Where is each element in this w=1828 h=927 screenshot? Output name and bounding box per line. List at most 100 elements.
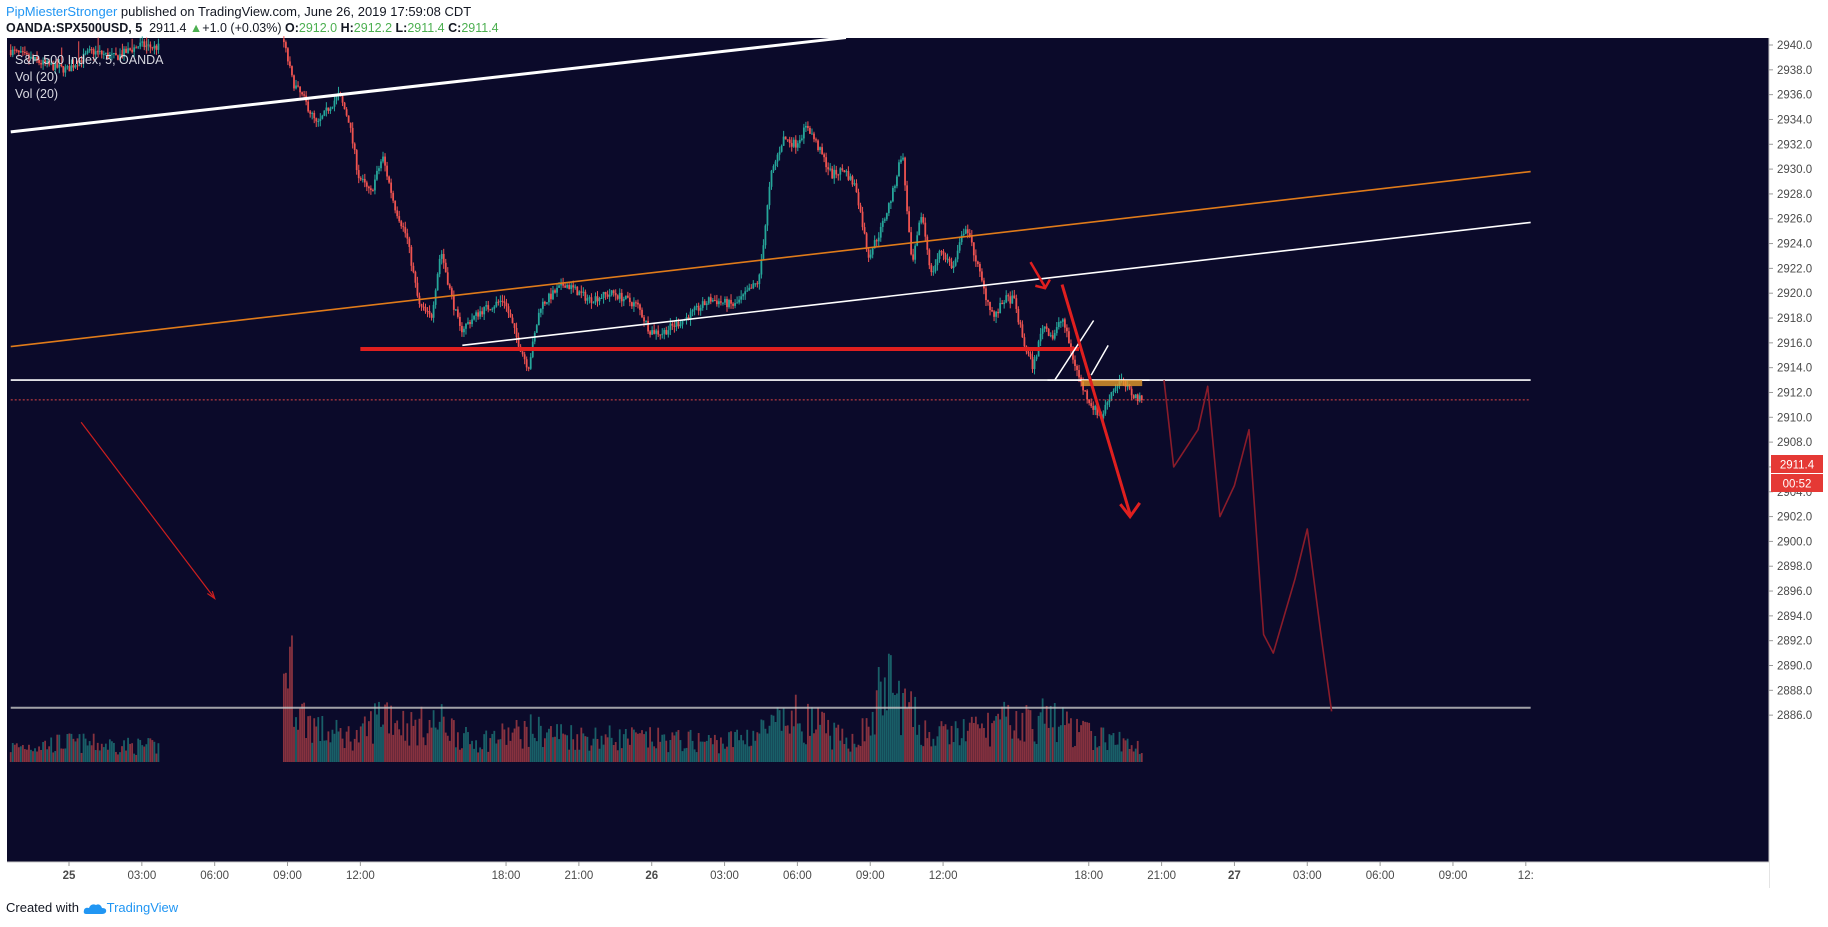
candle-body bbox=[717, 301, 720, 305]
candle-body bbox=[303, 94, 306, 96]
volume-bar bbox=[633, 729, 635, 762]
candle-body bbox=[291, 66, 293, 76]
volume-bar bbox=[529, 714, 532, 762]
volume-bar bbox=[811, 707, 813, 762]
volume-bar bbox=[76, 738, 79, 762]
author-link[interactable]: PipMiesterStronger bbox=[6, 4, 118, 19]
candle-body bbox=[877, 237, 880, 242]
candle-body bbox=[958, 242, 961, 251]
volume-bar bbox=[877, 667, 880, 762]
candle-body bbox=[572, 285, 575, 288]
legend-indicator-2[interactable]: Vol (20) bbox=[15, 87, 58, 101]
volume-bar bbox=[817, 707, 819, 762]
volume-bar bbox=[80, 752, 83, 762]
price-tick-label: 2908.0 bbox=[1777, 437, 1812, 449]
candle-body bbox=[786, 139, 789, 141]
time-axis-background bbox=[7, 862, 1769, 888]
volume-bar bbox=[675, 731, 678, 762]
orange-channel-line[interactable] bbox=[10, 170, 1531, 348]
volume-bar bbox=[23, 749, 26, 762]
price-tick-label: 2900.0 bbox=[1777, 536, 1812, 548]
candle-body bbox=[327, 107, 330, 111]
candle-body bbox=[752, 283, 755, 289]
volume-bar bbox=[321, 715, 324, 762]
volume-bar bbox=[62, 748, 65, 762]
volume-bar bbox=[1126, 738, 1129, 762]
candle-body bbox=[906, 185, 908, 212]
lower-channel-white-line[interactable] bbox=[462, 221, 1531, 347]
volume-bar bbox=[861, 718, 864, 762]
candle-body bbox=[137, 46, 140, 48]
candle-body bbox=[985, 288, 987, 301]
candle-body bbox=[301, 92, 303, 95]
candle-body bbox=[1033, 359, 1036, 370]
candle-body bbox=[600, 298, 603, 300]
price-tick-label: 2938.0 bbox=[1777, 65, 1812, 77]
candle-body bbox=[15, 50, 18, 52]
volume-bar bbox=[851, 733, 854, 762]
candle-body bbox=[918, 222, 921, 236]
annotation-arrows[interactable] bbox=[80, 261, 1333, 712]
candle-body bbox=[1011, 295, 1014, 304]
candle-body bbox=[657, 330, 660, 335]
volume-bar bbox=[88, 741, 91, 762]
volume-bar bbox=[600, 735, 603, 762]
volume-bar bbox=[331, 729, 334, 762]
candle-body bbox=[926, 236, 929, 250]
volume-bar bbox=[392, 734, 395, 762]
volume-bar bbox=[110, 741, 113, 762]
volume-bar bbox=[143, 746, 146, 762]
volume-bar bbox=[90, 745, 93, 762]
candle-body bbox=[637, 302, 639, 305]
volume-bar bbox=[637, 733, 639, 762]
price-change: +1.0 (+0.03%) bbox=[202, 21, 282, 35]
volume-bar bbox=[906, 708, 908, 762]
candle-body bbox=[594, 296, 597, 303]
tradingview-link[interactable]: TradingView bbox=[106, 900, 179, 915]
volume-bar bbox=[972, 722, 975, 762]
volume-bar bbox=[724, 748, 726, 762]
volume-bar bbox=[713, 734, 716, 762]
volume-bar bbox=[517, 726, 520, 762]
volume-bar bbox=[1074, 745, 1076, 762]
candle-body bbox=[1136, 394, 1139, 402]
volume-bar bbox=[463, 733, 465, 762]
volume-bar bbox=[123, 740, 125, 762]
candle-body bbox=[701, 301, 704, 308]
candle-body bbox=[374, 179, 376, 191]
price-tick-label: 2892.0 bbox=[1777, 636, 1812, 648]
volume-bar bbox=[135, 754, 138, 762]
candle-body bbox=[643, 317, 645, 322]
volume-bar bbox=[772, 715, 775, 762]
upper-channel-white-line[interactable] bbox=[10, 36, 847, 134]
candle-body bbox=[527, 367, 530, 369]
time-tick-label: 09:00 bbox=[273, 870, 302, 882]
volume-bar bbox=[651, 741, 654, 762]
candle-body bbox=[392, 192, 395, 201]
volume-bar bbox=[119, 752, 121, 762]
volume-bar bbox=[730, 731, 732, 762]
price-tick-label: 2936.0 bbox=[1777, 90, 1812, 102]
volume-bar bbox=[1068, 723, 1070, 762]
volume-bar bbox=[908, 702, 910, 762]
volume-bar bbox=[663, 734, 666, 762]
volume-bar bbox=[1084, 721, 1087, 762]
volume-bar bbox=[527, 746, 530, 762]
candle-body bbox=[983, 280, 985, 289]
candle-body bbox=[663, 329, 666, 334]
candle-body bbox=[556, 287, 558, 293]
candle-body bbox=[1072, 349, 1074, 360]
volume-bar bbox=[78, 734, 81, 762]
volume-bar bbox=[40, 749, 42, 762]
low-value: 2911.4 bbox=[407, 21, 445, 35]
candle-body bbox=[754, 283, 757, 285]
candle-body bbox=[331, 106, 334, 109]
legend-indicator-1[interactable]: Vol (20) bbox=[15, 70, 58, 84]
candle-body bbox=[1110, 392, 1113, 400]
price-tick-label: 2934.0 bbox=[1777, 114, 1812, 126]
candle-body bbox=[645, 320, 647, 322]
trend-lines[interactable] bbox=[10, 36, 1531, 709]
candle-body bbox=[452, 295, 455, 310]
candle-body bbox=[647, 320, 649, 332]
